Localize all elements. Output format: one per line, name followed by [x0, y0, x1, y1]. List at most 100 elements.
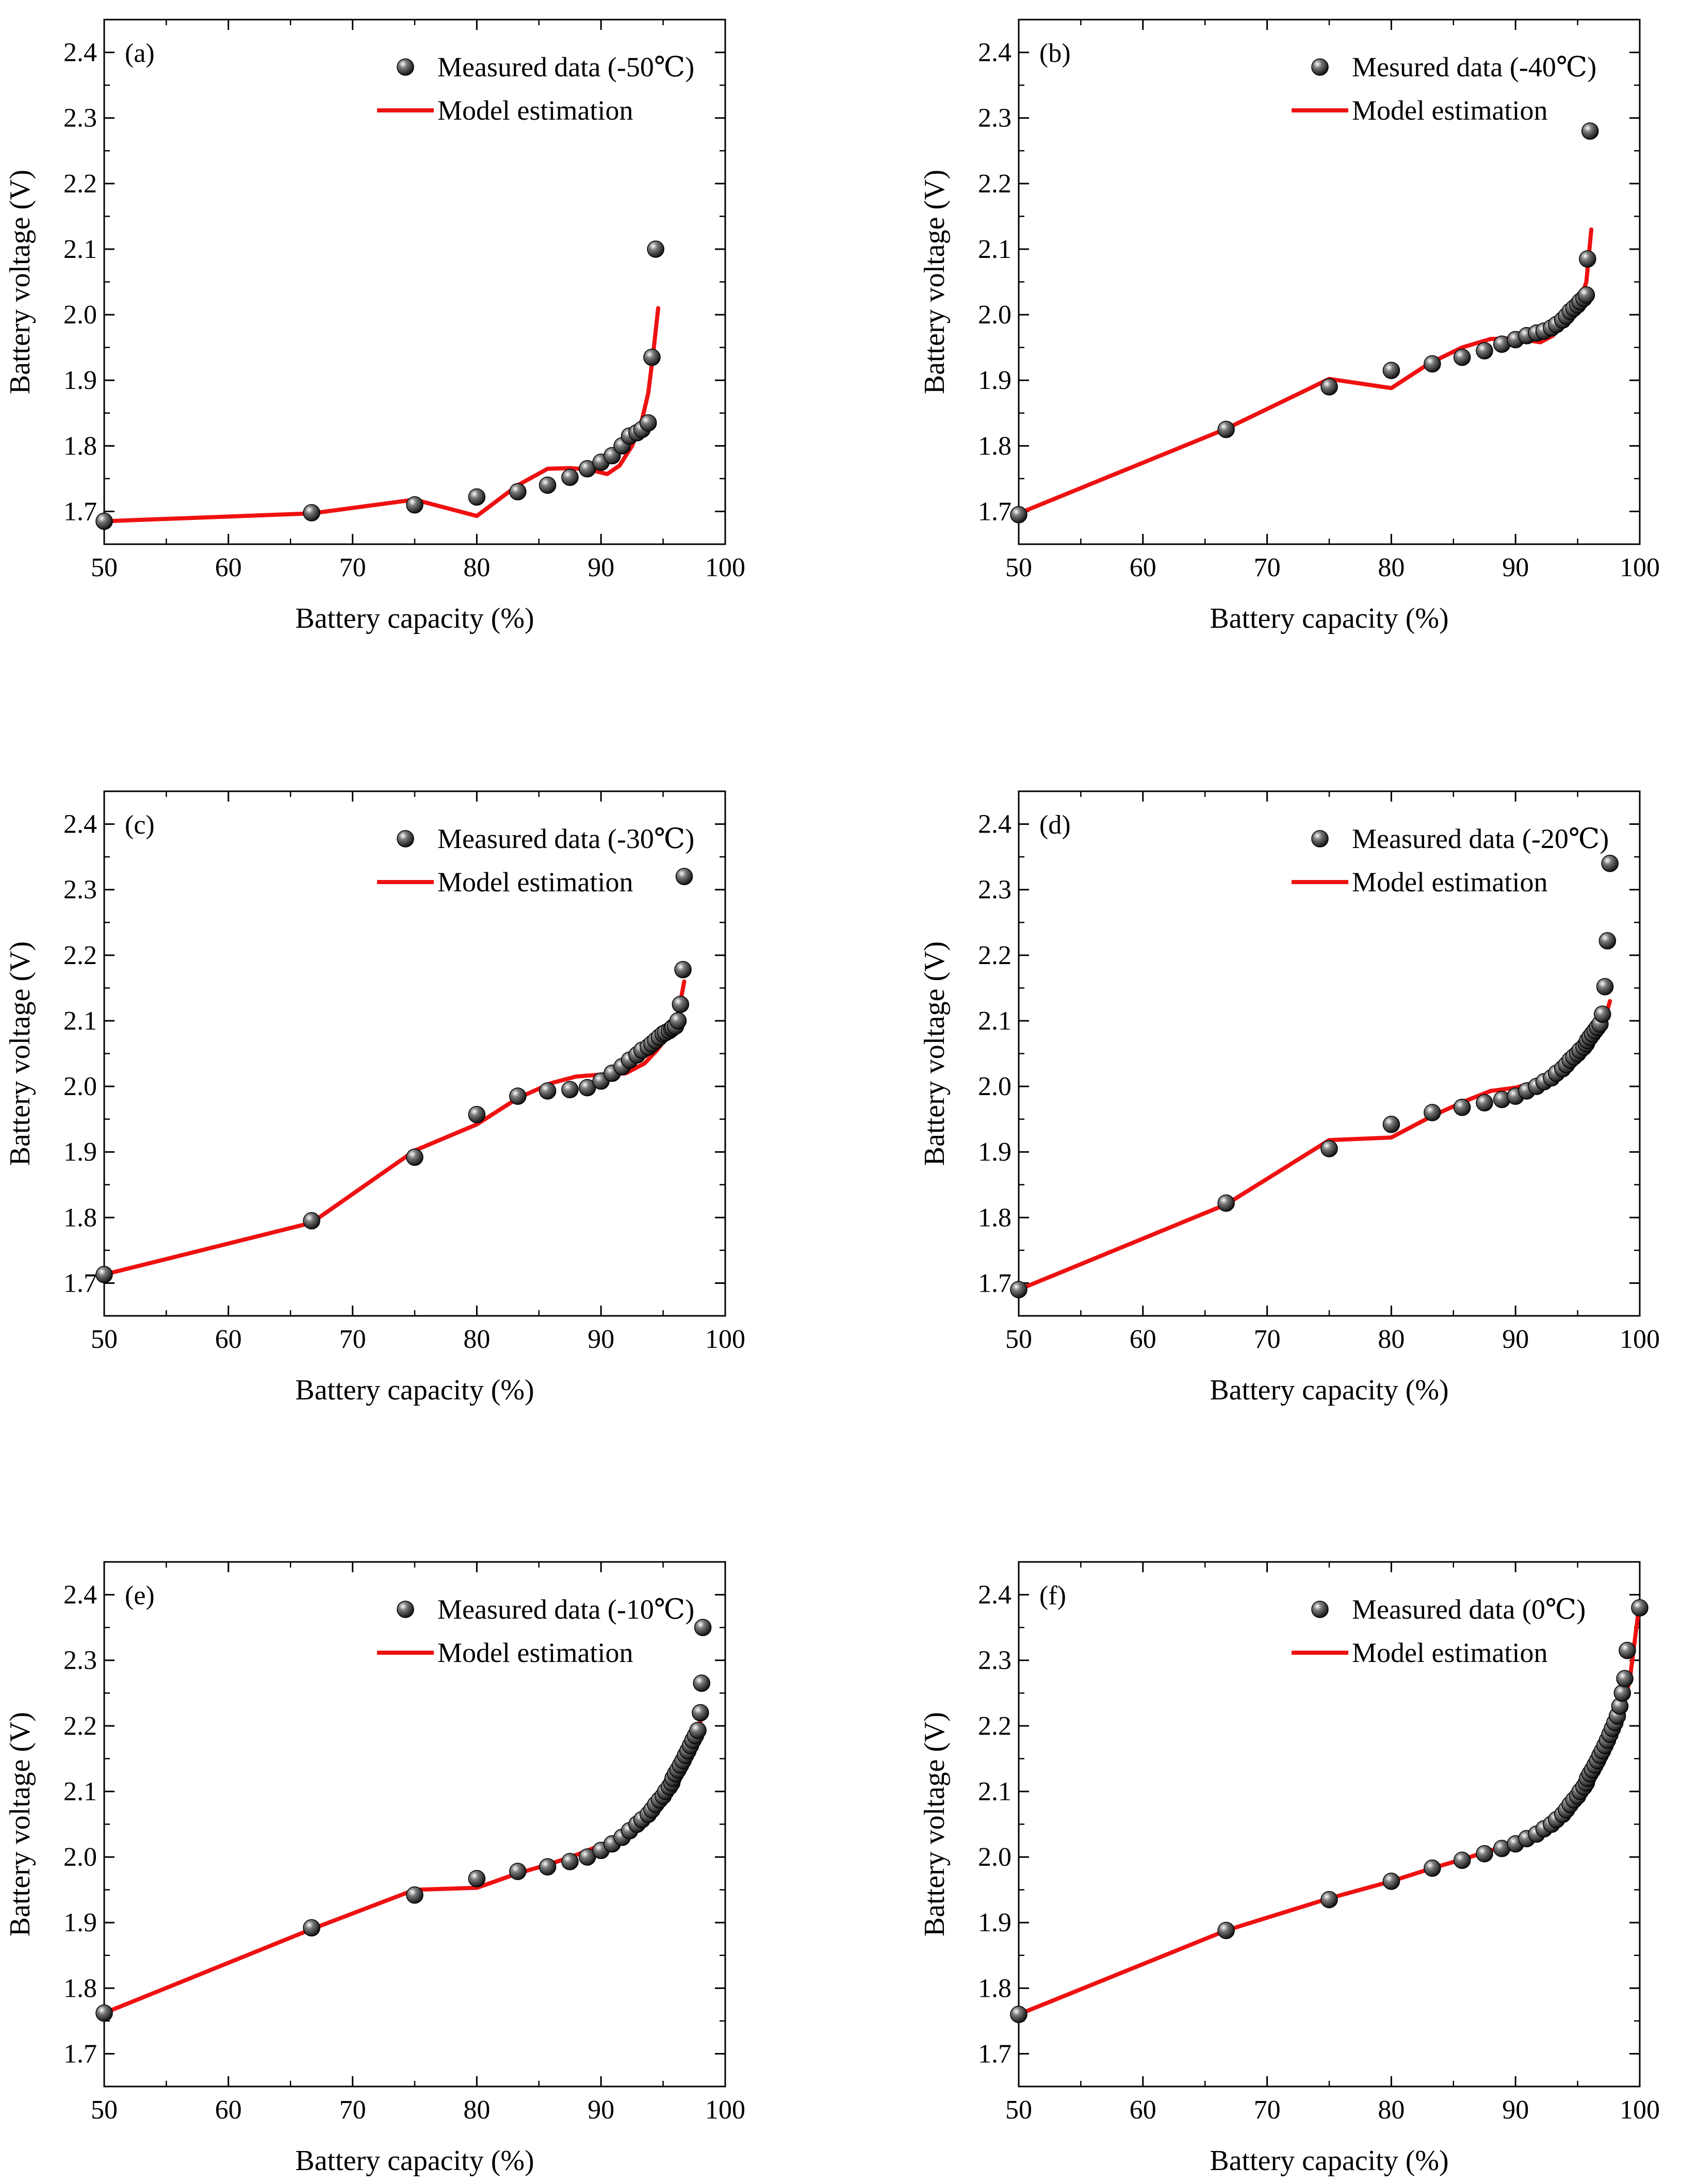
y-tick-label: 2.0: [63, 1843, 97, 1872]
legend-label-measured: Measured data (-30℃): [437, 823, 694, 854]
measured-point: [1010, 1281, 1027, 1298]
legend-label-model: Model estimation: [1352, 1637, 1547, 1668]
y-tick-label: 1.7: [63, 497, 97, 526]
y-tick-label: 2.0: [978, 1072, 1011, 1101]
x-axis-title: Battery capacity (%): [1210, 602, 1448, 634]
x-axis-title: Battery capacity (%): [295, 602, 534, 634]
y-tick-label: 1.7: [978, 497, 1011, 526]
y-tick-label: 2.2: [63, 169, 97, 199]
measured-point: [674, 961, 692, 979]
measured-point: [95, 2004, 113, 2022]
x-tick-label: 60: [215, 2095, 242, 2125]
measured-point: [1217, 1921, 1235, 1939]
legend-marker-measured: [1311, 1601, 1329, 1618]
y-tick-label: 1.7: [978, 1268, 1011, 1298]
measured-point: [561, 468, 579, 486]
measured-point: [1382, 1872, 1400, 1890]
y-tick-label: 2.2: [978, 169, 1011, 199]
panel-label: (a): [125, 39, 155, 68]
measured-point: [1424, 1859, 1441, 1877]
y-tick-label: 2.3: [978, 104, 1011, 133]
y-tick-label: 2.1: [978, 1777, 1011, 1806]
x-axis-title: Battery capacity (%): [295, 2145, 534, 2177]
measured-point: [643, 348, 661, 366]
y-tick-label: 2.1: [978, 1006, 1011, 1036]
y-tick-label: 2.3: [978, 875, 1011, 905]
y-tick-label: 2.2: [63, 1712, 97, 1741]
y-tick-label: 1.8: [978, 1974, 1011, 2003]
measured-point: [303, 1212, 320, 1230]
measured-point: [1476, 1845, 1493, 1863]
panel-label: (b): [1039, 39, 1071, 68]
y-tick-label: 1.8: [63, 1203, 97, 1232]
y-tick-label: 2.0: [978, 1843, 1011, 1872]
x-tick-label: 80: [463, 553, 490, 582]
y-tick-label: 2.4: [63, 810, 97, 839]
legend-marker-measured: [397, 1601, 414, 1618]
x-tick-label: 70: [1254, 2095, 1281, 2125]
y-tick-label: 2.3: [63, 875, 97, 905]
x-tick-label: 90: [587, 1325, 614, 1354]
measured-point: [694, 1619, 712, 1636]
measured-point: [647, 240, 664, 258]
legend-label-model: Model estimation: [437, 1637, 633, 1668]
y-tick-label: 2.4: [978, 810, 1011, 839]
measured-point: [1619, 1641, 1636, 1659]
model-line: [102, 979, 687, 1277]
measured-point: [675, 868, 693, 886]
y-tick-label: 2.4: [63, 38, 97, 68]
measured-point: [669, 1012, 687, 1030]
measured-point: [1577, 286, 1595, 304]
y-tick-label: 2.3: [978, 1646, 1011, 1675]
measured-point: [1217, 1194, 1235, 1212]
measured-point: [538, 1858, 557, 1876]
model-line: [1017, 227, 1594, 516]
y-tick-label: 2.2: [63, 941, 97, 970]
measured-point: [406, 1148, 423, 1166]
x-tick-label: 50: [1005, 2095, 1032, 2125]
legend-label-measured: Mesured data (-40℃): [1352, 52, 1596, 83]
y-tick-label: 2.4: [978, 38, 1011, 68]
model-line: [102, 1710, 705, 2015]
measured-point: [509, 483, 527, 501]
measured-point: [468, 488, 486, 506]
y-axis-title: Battery voltage (V): [4, 941, 36, 1166]
x-tick-label: 80: [1378, 553, 1405, 582]
panel-label: (d): [1039, 810, 1071, 840]
measured-point: [1476, 342, 1493, 360]
y-tick-label: 2.1: [978, 235, 1011, 264]
measured-point: [95, 1266, 113, 1283]
measured-point: [1010, 2006, 1027, 2023]
measured-point: [1613, 1684, 1631, 1702]
legend-marker-measured: [397, 830, 414, 847]
chart-panel-c: 50 60 70 80 90 100 1.7 1.8 1.9 2.0 2.1 2.2 2.3 2.4 Bat…: [4, 790, 745, 1406]
y-axis-title: Battery voltage (V): [919, 170, 951, 394]
measured-point: [561, 1853, 579, 1870]
x-tick-label: 60: [1130, 1325, 1156, 1354]
measured-point: [509, 1087, 527, 1105]
measured-point: [538, 1082, 557, 1100]
measured-point: [1424, 355, 1441, 373]
panel-label: (e): [125, 1581, 155, 1610]
x-tick-label: 70: [1254, 553, 1281, 582]
legend-marker-measured: [1311, 58, 1329, 76]
x-tick-label: 100: [1620, 1325, 1660, 1354]
measured-point: [1631, 1599, 1649, 1617]
y-tick-label: 1.7: [978, 2039, 1011, 2068]
measured-point: [1453, 1098, 1471, 1116]
y-tick-label: 2.0: [978, 300, 1011, 330]
chart-panel-d: 50 60 70 80 90 100 1.7 1.8 1.9 2.0 2.1 2.2 2.3 2.4 Bat…: [919, 790, 1660, 1406]
y-tick-label: 1.7: [63, 2039, 97, 2068]
measured-point: [303, 504, 320, 521]
measured-point: [1601, 855, 1619, 872]
measured-point: [95, 512, 113, 530]
measured-point: [1598, 932, 1617, 950]
measured-point: [689, 1721, 707, 1739]
legend-label-measured: Measured data (-10℃): [437, 1594, 694, 1625]
measured-point: [672, 996, 690, 1013]
measured-point: [538, 476, 557, 494]
measured-point: [1581, 122, 1599, 140]
x-tick-label: 60: [215, 1325, 242, 1354]
x-tick-label: 50: [91, 2095, 118, 2125]
y-tick-label: 1.7: [63, 1268, 97, 1298]
